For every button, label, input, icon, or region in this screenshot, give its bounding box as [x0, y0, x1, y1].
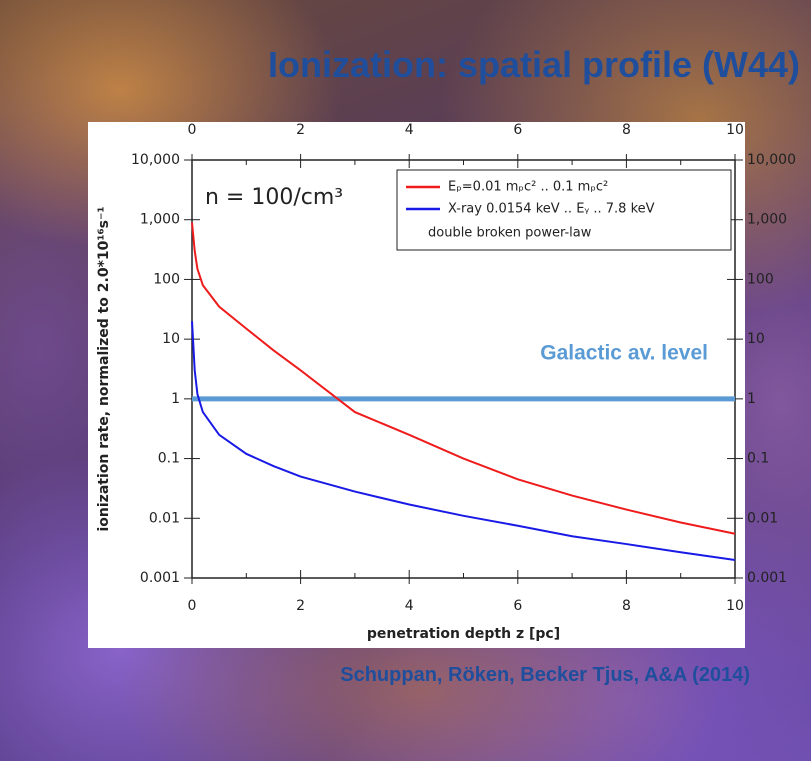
x-tick-label-top: 6	[513, 122, 522, 138]
x-tick-label: 10	[726, 598, 744, 614]
y-tick-label-right: 0.1	[747, 451, 769, 467]
x-tick-label: 2	[296, 598, 305, 614]
y-tick-label-right: 10,000	[747, 152, 796, 168]
x-tick-label: 8	[622, 598, 631, 614]
y-tick-label: 1	[171, 391, 180, 407]
slide: Ionization: spatial profile (W44) 10,000…	[0, 0, 811, 761]
chart: 10,00010,0001,0001,0001001001010110.10.1…	[0, 0, 811, 761]
legend-label: X-ray 0.0154 keV .. Eᵧ .. 7.8 keV	[448, 202, 655, 217]
y-tick-label: 0.001	[140, 570, 180, 586]
y-tick-label-right: 0.001	[747, 570, 787, 586]
y-tick-label-right: 1,000	[747, 212, 787, 228]
y-tick-label: 0.1	[158, 451, 180, 467]
y-tick-label-right: 0.01	[747, 510, 778, 526]
y-tick-label: 1,000	[140, 212, 180, 228]
x-axis-label: penetration depth z [pc]	[367, 626, 560, 642]
y-tick-label-right: 1	[747, 391, 756, 407]
y-tick-label-right: 10	[747, 331, 765, 347]
y-axis-label: ionization rate, normalized to 2.0*10¹⁶s…	[96, 206, 112, 531]
x-tick-label: 6	[513, 598, 522, 614]
y-tick-label: 10,000	[131, 152, 180, 168]
x-tick-label: 0	[188, 598, 197, 614]
x-tick-label-top: 4	[405, 122, 414, 138]
legend-note: double broken power-law	[428, 226, 592, 241]
citation: Schuppan, Röken, Becker Tjus, A&A (2014)	[150, 664, 750, 687]
y-tick-label-right: 100	[747, 271, 774, 287]
x-tick-label-top: 10	[726, 122, 744, 138]
legend-label: Eₚ=0.01 mₚc² .. 0.1 mₚc²	[448, 180, 608, 195]
reference-label: Galactic av. level	[540, 342, 708, 365]
x-tick-label-top: 8	[622, 122, 631, 138]
y-tick-label: 100	[153, 271, 180, 287]
y-tick-label: 0.01	[149, 510, 180, 526]
y-tick-label: 10	[162, 331, 180, 347]
x-tick-label-top: 0	[188, 122, 197, 138]
density-annotation: n = 100/cm³	[205, 185, 343, 210]
x-tick-label: 4	[405, 598, 414, 614]
x-tick-label-top: 2	[296, 122, 305, 138]
